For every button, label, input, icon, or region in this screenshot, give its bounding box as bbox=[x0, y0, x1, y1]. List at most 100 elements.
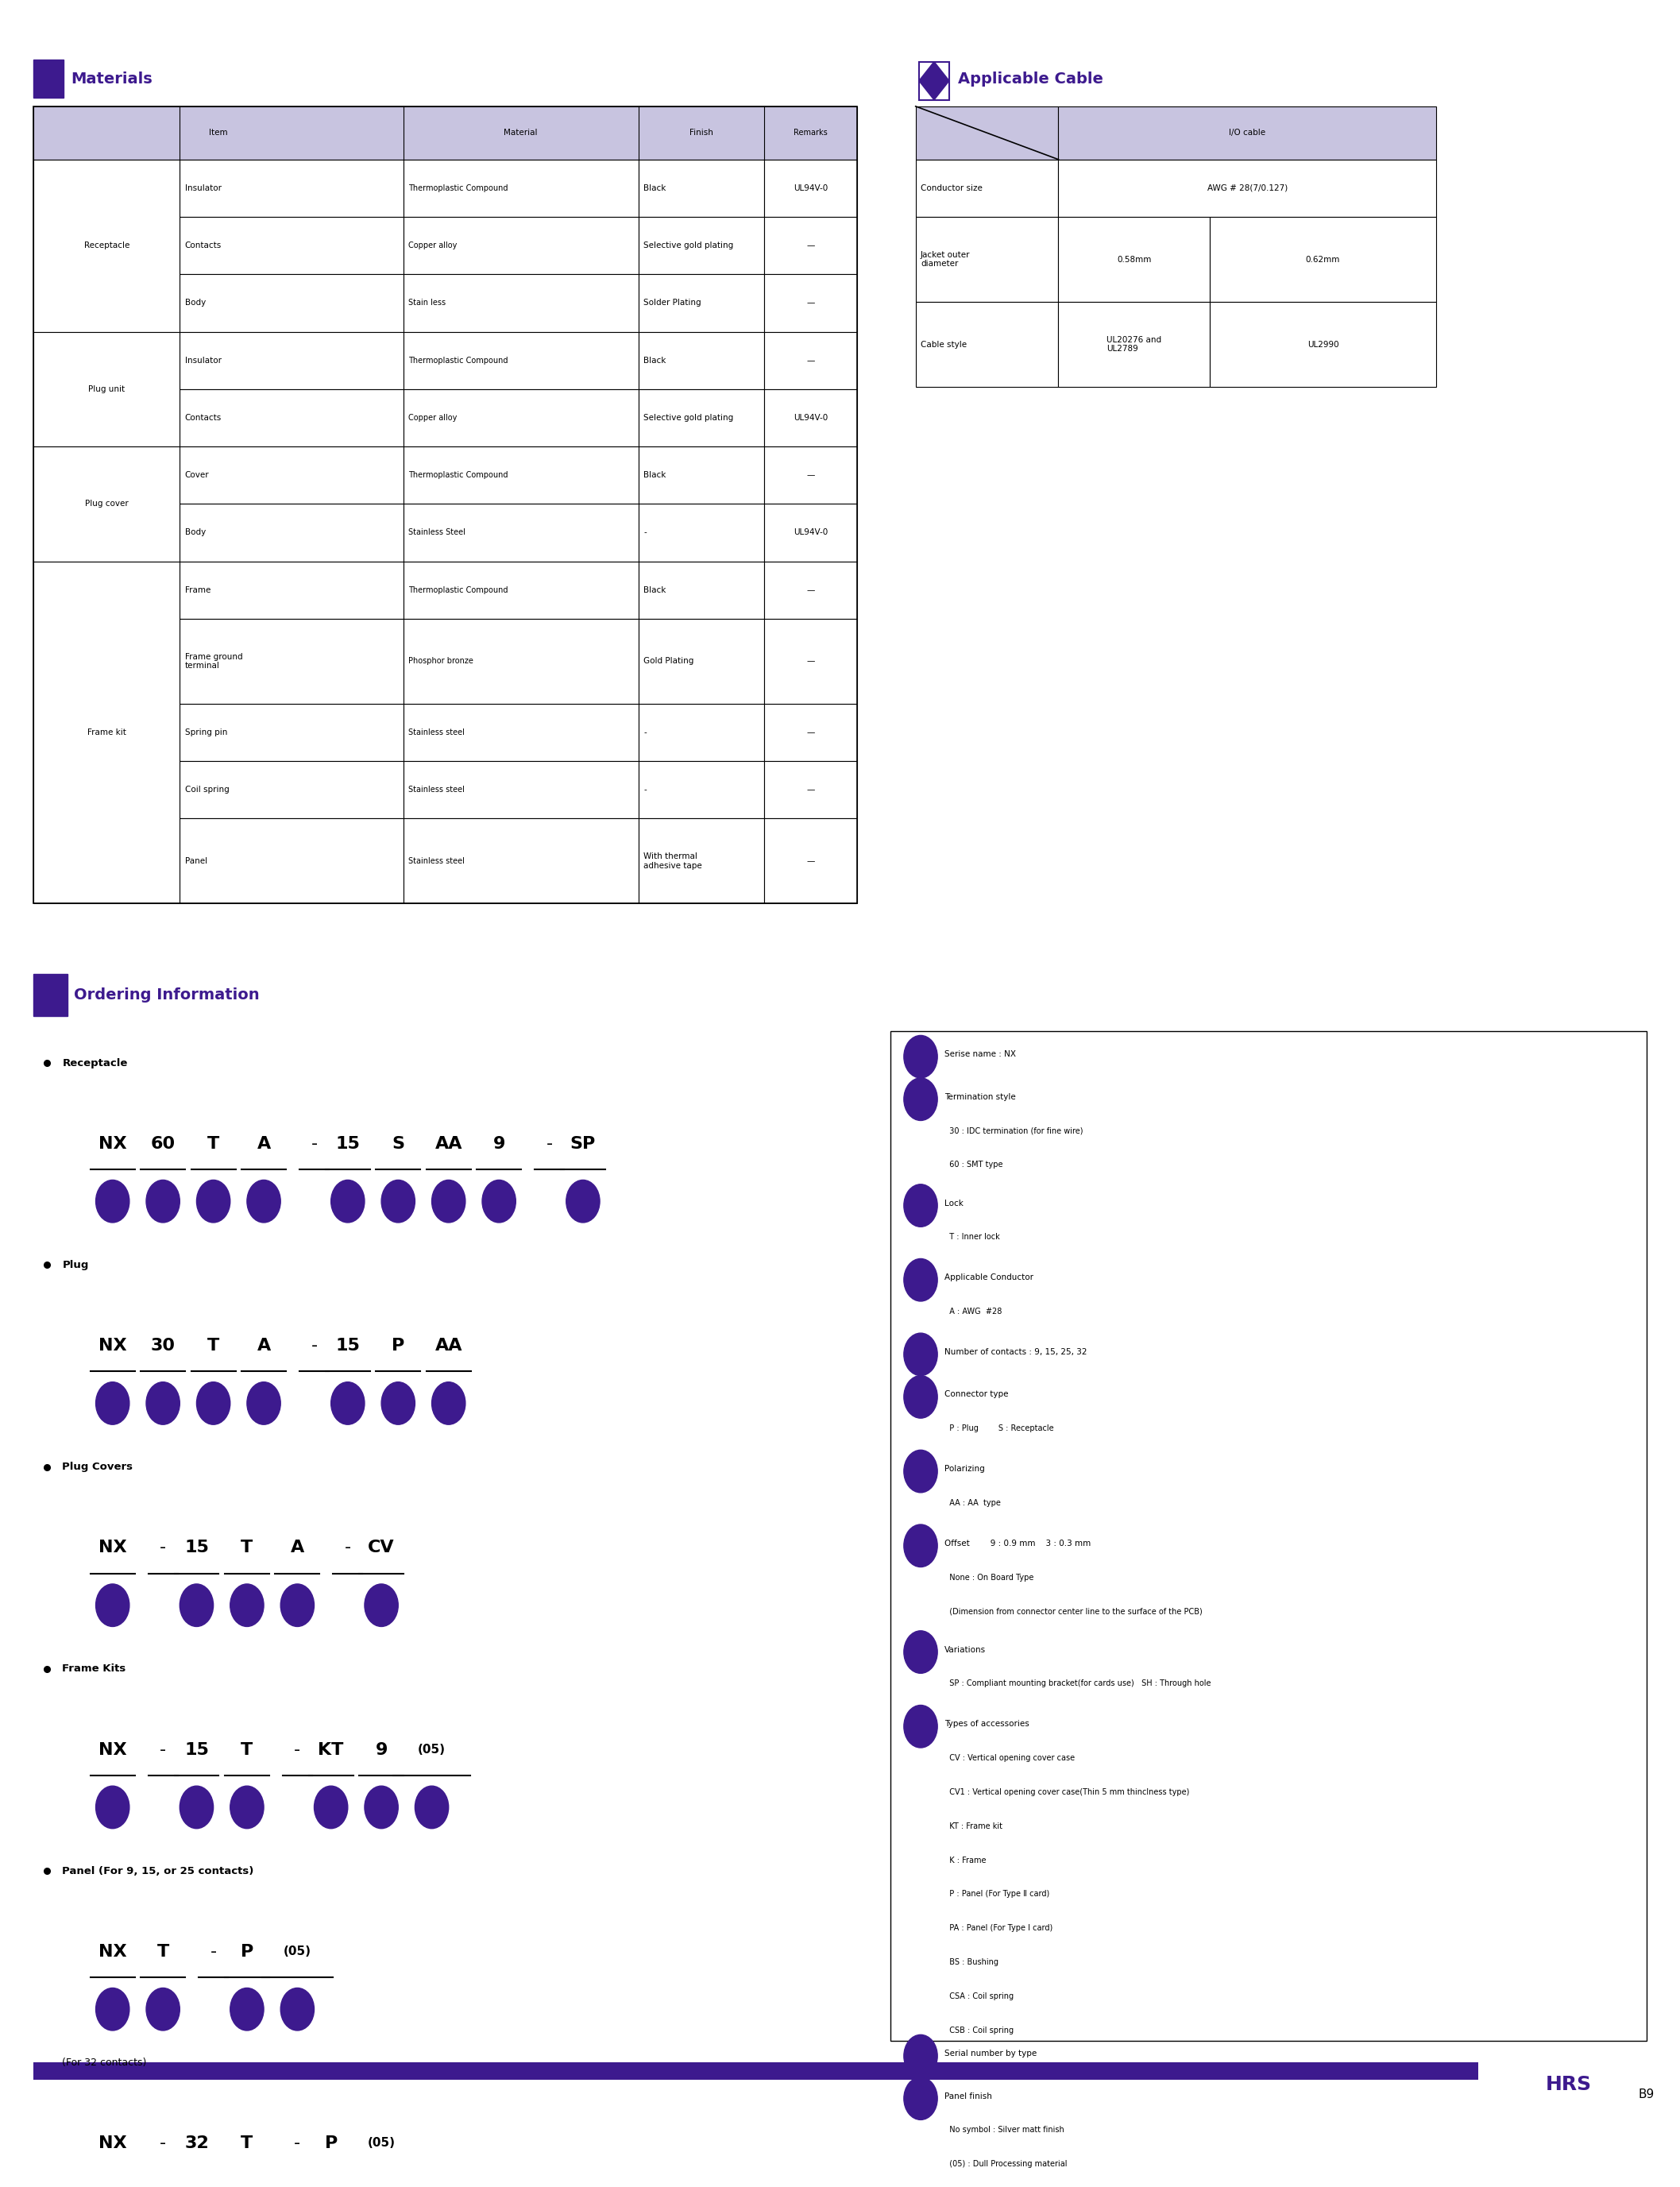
Text: 5: 5 bbox=[195, 1601, 198, 1610]
Text: 6: 6 bbox=[919, 1393, 922, 1400]
Text: 5: 5 bbox=[195, 1804, 198, 1811]
FancyBboxPatch shape bbox=[180, 332, 403, 389]
Text: -: - bbox=[344, 1540, 351, 1555]
Text: 1: 1 bbox=[111, 1198, 114, 1205]
Circle shape bbox=[415, 1787, 449, 1828]
FancyBboxPatch shape bbox=[1210, 302, 1436, 387]
Text: -: - bbox=[643, 728, 647, 737]
FancyBboxPatch shape bbox=[1058, 107, 1436, 160]
Text: 11: 11 bbox=[917, 2051, 924, 2060]
Text: PA : Panel (For Type Ⅰ card): PA : Panel (For Type Ⅰ card) bbox=[944, 1925, 1052, 1931]
FancyBboxPatch shape bbox=[764, 704, 857, 761]
Text: Body: Body bbox=[185, 529, 205, 536]
Text: 7: 7 bbox=[447, 1400, 450, 1406]
Circle shape bbox=[230, 1988, 264, 2030]
FancyBboxPatch shape bbox=[764, 446, 857, 503]
Text: CV : Vertical opening cover case: CV : Vertical opening cover case bbox=[944, 1754, 1075, 1763]
Circle shape bbox=[146, 1988, 180, 2030]
FancyBboxPatch shape bbox=[638, 562, 764, 619]
Text: A : AWG  #28: A : AWG #28 bbox=[944, 1308, 1001, 1317]
Text: T: T bbox=[240, 1540, 254, 1555]
Text: A: A bbox=[291, 1540, 304, 1555]
Text: Receptacle: Receptacle bbox=[84, 241, 129, 249]
Text: 3: 3 bbox=[245, 1804, 249, 1811]
FancyBboxPatch shape bbox=[403, 562, 638, 619]
Bar bbox=[34, 973, 67, 1017]
Text: 7: 7 bbox=[919, 1467, 922, 1474]
Text: Types of accessories: Types of accessories bbox=[944, 1719, 1028, 1728]
Text: —: — bbox=[806, 470, 815, 479]
Text: 5: 5 bbox=[919, 1352, 922, 1358]
Text: —: — bbox=[806, 356, 815, 365]
FancyBboxPatch shape bbox=[403, 160, 638, 217]
FancyBboxPatch shape bbox=[34, 332, 180, 446]
Circle shape bbox=[904, 1034, 937, 1078]
Text: 4: 4 bbox=[262, 1400, 265, 1406]
Text: 15: 15 bbox=[185, 1540, 208, 1555]
Text: Materials: Materials bbox=[71, 72, 153, 85]
Text: (05): (05) bbox=[284, 1946, 311, 1957]
Text: Solder Plating: Solder Plating bbox=[643, 300, 701, 306]
Text: P : Plug        S : Receptacle: P : Plug S : Receptacle bbox=[944, 1424, 1053, 1432]
Text: NX: NX bbox=[99, 2135, 126, 2152]
FancyBboxPatch shape bbox=[1058, 217, 1210, 302]
Circle shape bbox=[566, 1181, 600, 1223]
FancyBboxPatch shape bbox=[916, 107, 1058, 160]
Text: 11: 11 bbox=[260, 1198, 267, 1205]
Text: 1: 1 bbox=[919, 1054, 922, 1061]
Text: Thermoplastic Compound: Thermoplastic Compound bbox=[408, 184, 507, 192]
Text: 8: 8 bbox=[380, 1804, 383, 1811]
Text: Coil spring: Coil spring bbox=[185, 785, 228, 794]
FancyBboxPatch shape bbox=[764, 818, 857, 903]
FancyBboxPatch shape bbox=[764, 160, 857, 217]
Text: S: S bbox=[391, 1135, 405, 1153]
Circle shape bbox=[314, 1787, 348, 1828]
Circle shape bbox=[146, 1382, 180, 1424]
FancyBboxPatch shape bbox=[638, 332, 764, 389]
Text: 2: 2 bbox=[919, 1096, 922, 1102]
Circle shape bbox=[96, 1787, 129, 1828]
Circle shape bbox=[904, 1524, 937, 1568]
Text: HRS: HRS bbox=[1546, 2075, 1591, 2095]
Text: Selective gold plating: Selective gold plating bbox=[643, 413, 734, 422]
Text: (For 32 contacts): (For 32 contacts) bbox=[62, 2058, 146, 2067]
Text: -: - bbox=[643, 785, 647, 794]
Text: CV1 : Vertical opening cover case(Thin 5 mm thinclness type): CV1 : Vertical opening cover case(Thin 5… bbox=[944, 1789, 1189, 1796]
Text: 10: 10 bbox=[244, 2005, 250, 2012]
Text: Thermoplastic Compound: Thermoplastic Compound bbox=[408, 470, 507, 479]
Text: 10: 10 bbox=[917, 1723, 924, 1730]
Circle shape bbox=[331, 1382, 365, 1424]
FancyBboxPatch shape bbox=[638, 761, 764, 818]
Text: BS : Bushing: BS : Bushing bbox=[944, 1957, 998, 1966]
Text: UL20276 and
UL2789: UL20276 and UL2789 bbox=[1107, 337, 1161, 352]
Text: Applicable Cable: Applicable Cable bbox=[958, 72, 1102, 85]
Text: 3: 3 bbox=[919, 1203, 922, 1209]
Circle shape bbox=[904, 2034, 937, 2078]
Text: Polarizing: Polarizing bbox=[944, 1465, 984, 1472]
Text: —: — bbox=[806, 241, 815, 249]
Circle shape bbox=[180, 1787, 213, 1828]
FancyBboxPatch shape bbox=[1058, 160, 1436, 217]
Text: AA: AA bbox=[435, 1338, 462, 1354]
Text: Remarks: Remarks bbox=[793, 129, 828, 138]
Text: 12: 12 bbox=[294, 2005, 301, 2012]
Circle shape bbox=[904, 2078, 937, 2119]
Text: K : Frame: K : Frame bbox=[944, 1857, 986, 1863]
Text: 15: 15 bbox=[185, 1741, 208, 1758]
Circle shape bbox=[365, 1787, 398, 1828]
Circle shape bbox=[180, 1583, 213, 1627]
Circle shape bbox=[247, 1382, 281, 1424]
FancyBboxPatch shape bbox=[403, 446, 638, 503]
Text: Frame Kits: Frame Kits bbox=[62, 1664, 126, 1675]
Text: NX: NX bbox=[99, 1540, 126, 1555]
Circle shape bbox=[247, 1181, 281, 1223]
Text: NX: NX bbox=[99, 1741, 126, 1758]
Circle shape bbox=[432, 1382, 465, 1424]
Circle shape bbox=[432, 1181, 465, 1223]
Text: Cable style: Cable style bbox=[921, 341, 966, 348]
Polygon shape bbox=[919, 61, 949, 101]
FancyBboxPatch shape bbox=[180, 619, 403, 704]
Text: 30 : IDC termination (for fine wire): 30 : IDC termination (for fine wire) bbox=[944, 1126, 1084, 1135]
Text: 0.62mm: 0.62mm bbox=[1305, 256, 1341, 262]
Text: AA : AA  type: AA : AA type bbox=[944, 1498, 1001, 1507]
